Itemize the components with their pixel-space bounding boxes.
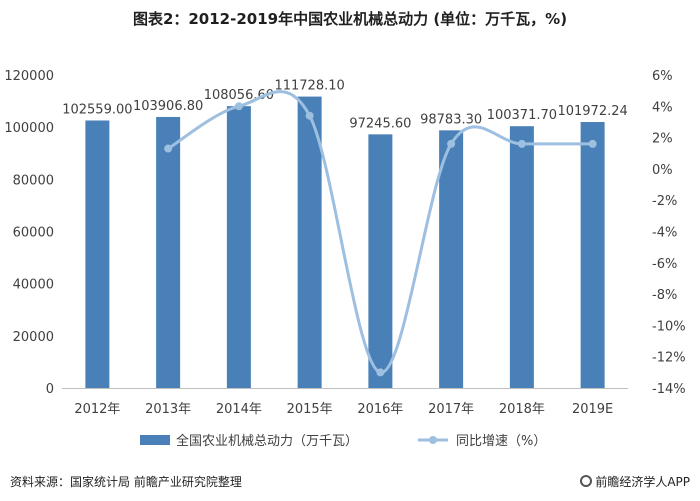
y-right-tick-label: 0%: [652, 163, 673, 178]
y-right-tick-label: -4%: [652, 226, 677, 241]
brand-logo-icon: [580, 475, 593, 487]
y-right-tick-label: -12%: [652, 351, 686, 366]
y-left-tick-label: 40000: [13, 278, 54, 293]
bar-value-label: 102559.00: [62, 102, 132, 117]
growth-rate-point: [588, 139, 597, 148]
x-tick-label: 2019E: [572, 402, 613, 417]
bar: [226, 106, 251, 388]
bar: [368, 134, 393, 388]
growth-rate-point: [164, 144, 173, 153]
bar: [580, 122, 605, 389]
legend-line-marker: [429, 436, 437, 444]
brand-label: 前瞻经济学人APP: [580, 473, 690, 490]
bar: [297, 96, 322, 389]
source-note: 资料来源：国家统计局 前瞻产业研究院整理: [10, 475, 242, 489]
bar: [85, 120, 110, 388]
x-tick-label: 2012年: [74, 402, 120, 417]
x-tick-label: 2016年: [357, 402, 403, 417]
chart-title: 图表2：2012-2019年中国农业机械总动力 (单位：万千瓦，%): [132, 10, 568, 28]
y-right-tick-label: 2%: [652, 132, 673, 147]
y-left-tick-label: 20000: [13, 330, 54, 345]
bar-value-label: 101972.24: [557, 104, 627, 119]
x-tick-label: 2014年: [216, 402, 262, 417]
growth-rate-point: [376, 368, 385, 377]
legend-bar-swatch: [140, 435, 170, 445]
y-right-tick-label: 6%: [652, 69, 673, 84]
y-left-tick-label: 100000: [4, 121, 54, 136]
y-left-tick-label: 60000: [13, 226, 54, 241]
bar-value-label: 111728.10: [274, 79, 344, 94]
growth-rate-point: [517, 139, 526, 148]
bar-value-label: 98783.30: [420, 112, 482, 127]
bar-value-label: 100371.70: [487, 108, 557, 123]
legend-line-label: 同比增速（%）: [456, 434, 546, 449]
y-right-tick-label: 4%: [652, 100, 673, 115]
growth-rate-point: [234, 102, 243, 111]
y-left-tick-label: 0: [46, 382, 54, 397]
y-left-tick-label: 120000: [4, 69, 54, 84]
y-right-tick-label: -14%: [652, 382, 686, 397]
bar-value-label: 97245.60: [349, 116, 411, 131]
bar: [509, 126, 534, 389]
growth-rate-point: [447, 139, 456, 148]
y-right-tick-label: -2%: [652, 194, 677, 209]
x-tick-label: 2017年: [428, 402, 474, 417]
x-tick-label: 2018年: [499, 402, 545, 417]
brand-text: 前瞻经济学人APP: [595, 475, 690, 489]
bar: [439, 130, 464, 389]
bar-value-label: 103906.80: [133, 99, 203, 114]
x-tick-label: 2013年: [145, 402, 191, 417]
growth-rate-point: [305, 111, 314, 120]
y-right-tick-label: -6%: [652, 257, 677, 272]
y-right-tick-label: -10%: [652, 319, 686, 334]
legend-bar-label: 全国农业机械总动力（万千瓦）: [176, 433, 358, 449]
x-tick-label: 2015年: [287, 402, 333, 417]
bar: [156, 116, 181, 388]
y-left-tick-label: 80000: [13, 173, 54, 188]
y-right-tick-label: -8%: [652, 288, 677, 303]
